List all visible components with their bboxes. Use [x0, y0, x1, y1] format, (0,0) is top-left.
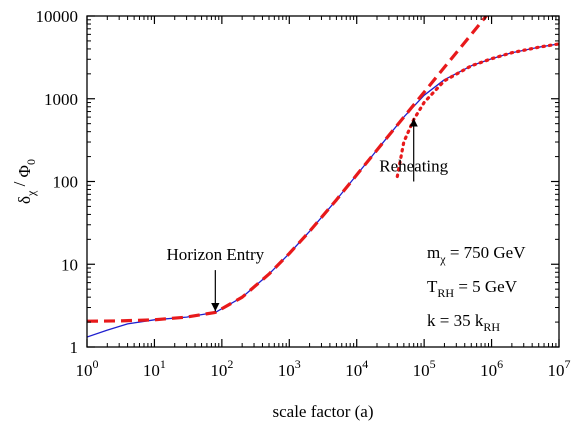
x-tick-label: 104	[345, 357, 368, 380]
x-tick-base: 10	[548, 361, 565, 380]
annotation-label: Reheating	[379, 157, 448, 176]
legend-main: m	[427, 243, 440, 262]
x-tick-label: 106	[480, 357, 503, 380]
y-axis-title-delta: δ	[15, 196, 34, 204]
y-axis-title-phi: Φ	[15, 165, 34, 177]
x-tick-exponent: 6	[497, 357, 503, 371]
x-tick-exponent: 7	[565, 357, 571, 371]
x-axis-title: scale factor (a)	[273, 402, 374, 421]
y-tick-label: 100	[53, 173, 79, 192]
series-dashed-line	[87, 16, 489, 323]
y-axis-title-slash: /	[10, 177, 29, 190]
x-tick-exponent: 3	[295, 357, 301, 371]
x-tick-base: 10	[413, 361, 430, 380]
x-tick-base: 10	[345, 361, 362, 380]
x-tick-exponent: 4	[362, 357, 368, 371]
x-tick-label: 100	[76, 357, 99, 380]
legend-line: k = 35 kRH	[427, 311, 500, 334]
x-tick-base: 10	[143, 361, 160, 380]
legend-subscript: RH	[437, 286, 454, 300]
y-axis-title-phi-sub: 0	[24, 159, 38, 165]
y-tick-label: 10000	[36, 7, 79, 26]
x-tick-base: 10	[278, 361, 295, 380]
x-tick-exponent: 2	[227, 357, 233, 371]
x-tick-label: 107	[548, 357, 571, 380]
legend-main: k = 35 k	[427, 311, 484, 330]
y-tick-label: 10	[61, 255, 78, 274]
x-tick-base: 10	[210, 361, 227, 380]
x-tick-label: 105	[413, 357, 436, 380]
y-tick-label: 1000	[44, 90, 78, 109]
legend-main: T	[427, 277, 438, 296]
x-tick-exponent: 5	[430, 357, 436, 371]
series-layer	[87, 16, 559, 338]
x-tick-label: 103	[278, 357, 301, 380]
x-tick-exponent: 0	[93, 357, 99, 371]
y-tick-label: 1	[70, 338, 79, 357]
y-axis-title: δχ / Φ0	[10, 159, 38, 204]
series-dotted-line	[395, 42, 559, 179]
plot-frame	[86, 15, 560, 348]
legend-subscript: RH	[483, 320, 500, 334]
annotation-layer: Horizon Entry Reheating	[166, 118, 449, 312]
axis-layer: 100 101 102 103 104 105 106 107110100100010000s…	[10, 7, 571, 421]
x-tick-exponent: 1	[160, 357, 166, 371]
x-tick-base: 10	[480, 361, 497, 380]
legend-subscript: χ	[439, 252, 446, 266]
legend-line: mχ = 750 GeV	[427, 243, 526, 266]
legend-line: TRH = 5 GeV	[427, 277, 518, 300]
x-tick-base: 10	[76, 361, 93, 380]
y-axis-title-delta-sub: χ	[24, 190, 38, 197]
legend-value: = 5 GeV	[454, 277, 518, 296]
x-tick-label: 101	[143, 357, 166, 380]
legend-value: = 750 GeV	[446, 243, 527, 262]
x-tick-label: 102	[210, 357, 233, 380]
annotation-label: Horizon Entry	[166, 245, 264, 264]
